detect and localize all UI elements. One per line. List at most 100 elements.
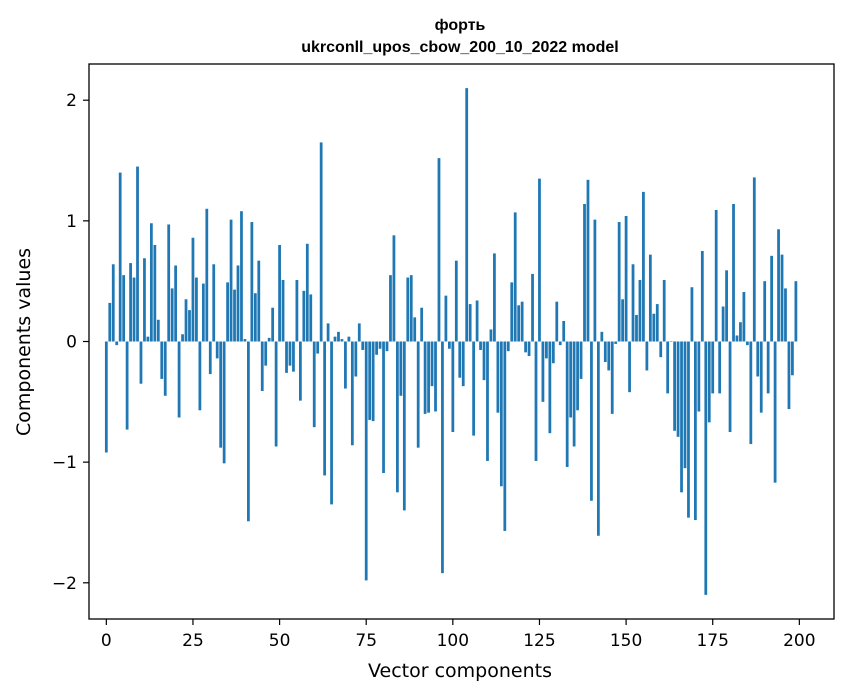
bar	[666, 341, 670, 394]
bar	[635, 314, 638, 342]
bar	[146, 336, 150, 342]
bar	[118, 172, 122, 342]
bar	[149, 223, 153, 342]
bar	[600, 331, 604, 342]
bar	[132, 277, 136, 342]
bar	[219, 341, 223, 448]
bar	[538, 178, 541, 342]
bar	[319, 142, 323, 342]
bar	[766, 341, 770, 394]
bar	[541, 341, 545, 402]
x-tick-label: 0	[101, 631, 112, 651]
bar	[247, 341, 250, 522]
bar	[402, 341, 406, 511]
bar	[396, 341, 399, 493]
bar	[354, 341, 358, 377]
bar	[718, 341, 722, 394]
bar	[472, 341, 476, 436]
bar	[468, 304, 472, 342]
bar-series	[104, 88, 798, 595]
bar	[593, 219, 597, 342]
bar	[590, 341, 593, 501]
plot-area-frame	[88, 63, 835, 620]
bar	[690, 287, 694, 342]
bar	[454, 260, 458, 342]
bar	[392, 235, 396, 342]
bar	[125, 341, 129, 430]
bar	[201, 283, 205, 342]
bar	[295, 279, 299, 342]
bar	[687, 341, 690, 518]
bar	[330, 341, 333, 505]
bar	[711, 341, 715, 394]
bar	[278, 244, 281, 342]
bar	[451, 341, 455, 432]
bar	[222, 341, 226, 464]
bar	[555, 301, 559, 342]
bar	[545, 341, 548, 359]
bar	[181, 334, 184, 342]
bar	[423, 341, 427, 414]
bar	[115, 341, 119, 346]
bar	[659, 341, 663, 358]
bar	[548, 341, 552, 434]
bar	[707, 341, 711, 423]
bar	[129, 263, 132, 342]
bar	[104, 341, 108, 453]
x-tick-label: 175	[696, 631, 728, 651]
bar	[389, 275, 392, 342]
bar	[302, 290, 306, 342]
bar	[143, 258, 146, 342]
bar	[794, 281, 798, 342]
bar	[250, 222, 254, 342]
bar	[510, 282, 514, 342]
chart-title-line2: ukrconll_upos_cbow_200_10_2022 model	[301, 39, 618, 56]
bar	[344, 341, 347, 389]
bar	[184, 299, 188, 342]
bar	[752, 177, 756, 342]
y-tick-label: 1	[66, 212, 77, 232]
bar	[617, 222, 621, 342]
bar	[305, 243, 309, 342]
bar	[725, 270, 728, 342]
bar	[496, 341, 500, 413]
bar	[437, 158, 441, 342]
bar	[700, 251, 704, 342]
bar	[271, 307, 275, 342]
bar	[704, 341, 708, 595]
bar	[745, 341, 749, 346]
bar	[565, 341, 569, 467]
bar	[551, 341, 555, 364]
bar	[215, 341, 219, 359]
bar	[298, 341, 302, 401]
bar	[226, 282, 229, 342]
bar	[791, 341, 794, 376]
bar	[777, 229, 780, 342]
bar	[420, 307, 424, 342]
bar	[482, 341, 486, 381]
bar	[357, 323, 361, 342]
bar	[198, 341, 202, 411]
y-axis-label: Components values	[13, 248, 35, 436]
bar	[177, 341, 181, 418]
bar	[621, 299, 625, 342]
bar	[267, 337, 271, 342]
x-tick-label: 25	[182, 631, 204, 651]
x-tick-label: 200	[783, 631, 815, 651]
bar	[645, 341, 649, 371]
x-tick-label: 150	[610, 631, 642, 651]
bar	[513, 212, 517, 342]
bar	[371, 341, 375, 422]
bar	[673, 341, 676, 431]
bar	[721, 306, 725, 342]
bar	[503, 341, 507, 531]
bar	[281, 279, 285, 342]
bar	[524, 341, 527, 353]
x-tick-label: 50	[269, 631, 291, 651]
bar	[572, 341, 576, 447]
bar	[191, 237, 195, 342]
y-axis-ticks: −2 −1 0 1 2	[52, 91, 89, 594]
bar	[208, 341, 212, 375]
bar	[409, 275, 413, 342]
x-axis-label: Vector components	[368, 660, 552, 682]
